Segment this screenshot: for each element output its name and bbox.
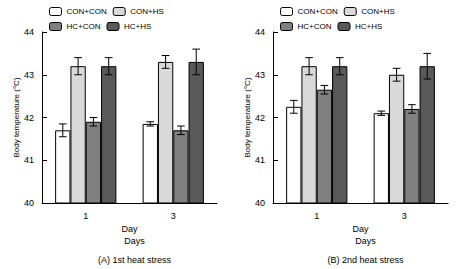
- svg-text:42: 42: [255, 113, 265, 123]
- svg-text:HC+CON: HC+CON: [298, 22, 332, 31]
- svg-text:CON+CON: CON+CON: [67, 7, 107, 16]
- svg-text:41: 41: [255, 155, 265, 165]
- svg-text:Day: Day: [352, 224, 369, 234]
- svg-text:44: 44: [255, 27, 265, 37]
- svg-text:40: 40: [255, 198, 265, 208]
- svg-text:(B) 2nd heat stress: (B) 2nd heat stress: [327, 255, 404, 265]
- svg-text:3: 3: [171, 211, 176, 221]
- svg-text:HC+HS: HC+HS: [355, 22, 382, 31]
- svg-text:Body temperature (°C): Body temperature (°C): [12, 77, 21, 157]
- svg-text:1: 1: [314, 211, 319, 221]
- svg-text:Days: Days: [355, 236, 376, 246]
- svg-text:(A) 1st heat stress: (A) 1st heat stress: [98, 255, 172, 265]
- svg-text:3: 3: [402, 211, 407, 221]
- svg-text:Day: Day: [121, 224, 138, 234]
- svg-text:1: 1: [83, 211, 88, 221]
- svg-text:44: 44: [24, 27, 34, 37]
- svg-text:Body temperature (°C): Body temperature (°C): [243, 77, 252, 157]
- svg-text:CON+HS: CON+HS: [130, 7, 164, 16]
- svg-text:Days: Days: [124, 236, 145, 246]
- svg-text:CON+HS: CON+HS: [361, 7, 395, 16]
- svg-text:40: 40: [24, 198, 34, 208]
- svg-text:43: 43: [24, 70, 34, 80]
- svg-text:43: 43: [255, 70, 265, 80]
- svg-text:CON+CON: CON+CON: [298, 7, 338, 16]
- svg-text:42: 42: [24, 113, 34, 123]
- svg-text:HC+HS: HC+HS: [124, 22, 151, 31]
- svg-text:41: 41: [24, 155, 34, 165]
- svg-text:HC+CON: HC+CON: [67, 22, 101, 31]
